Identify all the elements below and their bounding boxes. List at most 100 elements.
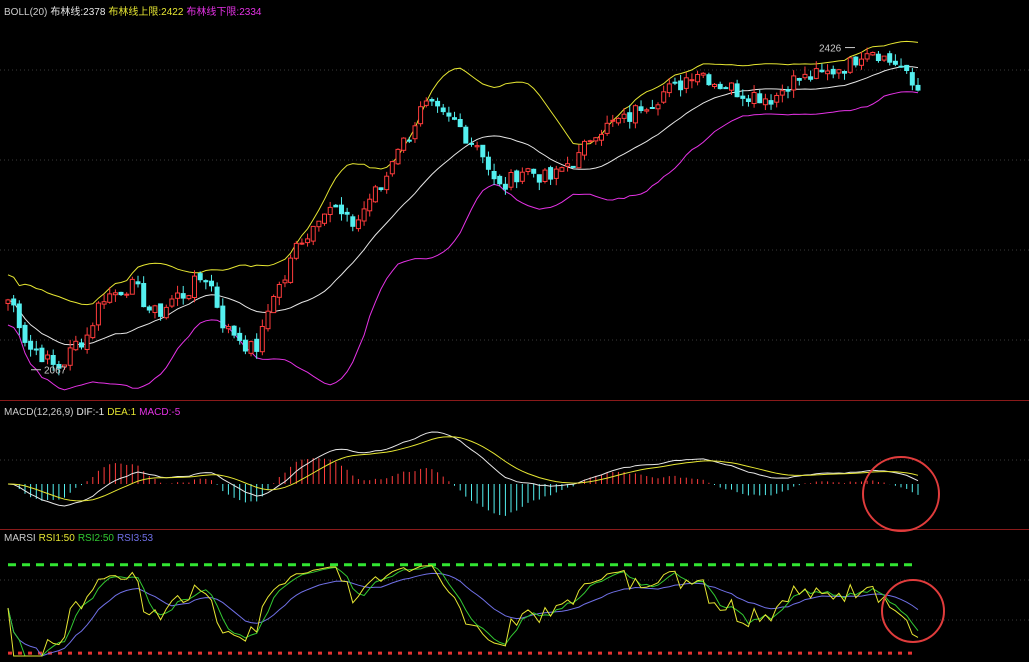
candle	[406, 136, 412, 143]
boll-upper-line	[7, 40, 919, 306]
candle	[485, 151, 491, 176]
candle	[237, 327, 243, 345]
candle	[881, 55, 887, 62]
candle	[186, 294, 192, 301]
candle	[813, 61, 819, 80]
candle	[95, 301, 101, 331]
candle	[825, 64, 831, 81]
candle	[565, 156, 571, 172]
candle	[632, 104, 638, 129]
candle	[599, 129, 604, 146]
candle	[570, 165, 576, 169]
boll-mid-label: 布林线:2378	[50, 5, 105, 18]
candle	[536, 174, 542, 191]
candle	[248, 340, 254, 357]
candle	[898, 58, 904, 68]
candle	[740, 89, 746, 107]
candle	[124, 292, 130, 298]
rsi-panel	[7, 563, 919, 657]
candle	[276, 281, 282, 306]
candle	[774, 92, 780, 108]
candle	[785, 86, 791, 99]
candle	[751, 85, 757, 108]
candle	[141, 276, 147, 308]
candle	[576, 144, 582, 169]
boll-lower-label: 布林线下限:2334	[186, 5, 261, 18]
candle	[412, 122, 418, 143]
candle	[802, 66, 808, 80]
candle	[830, 65, 836, 79]
candle	[231, 325, 237, 339]
candle	[180, 285, 186, 305]
candle	[62, 364, 67, 370]
candle	[242, 335, 248, 355]
candle	[796, 77, 802, 86]
grid	[0, 69, 1029, 621]
candle	[525, 167, 531, 176]
candle	[429, 97, 435, 106]
candle	[175, 285, 181, 306]
macd-value-label: MACD:-5	[139, 407, 181, 418]
candle	[875, 50, 881, 63]
candle	[847, 57, 853, 74]
candle	[395, 148, 401, 166]
candle	[859, 51, 864, 70]
candle	[762, 93, 768, 111]
rsi-label: MARSI	[4, 533, 36, 544]
candle	[559, 166, 565, 172]
candle	[350, 214, 356, 232]
candle	[842, 70, 847, 80]
candle	[683, 72, 689, 94]
candle	[615, 117, 621, 126]
macd-panel	[7, 431, 919, 516]
candle	[11, 294, 17, 313]
candle	[372, 184, 378, 203]
candle	[519, 167, 525, 185]
candle	[118, 291, 124, 296]
candle	[853, 56, 859, 68]
candle	[672, 77, 678, 86]
candle	[265, 304, 271, 332]
candle	[316, 220, 322, 232]
candle	[864, 47, 870, 62]
candle	[870, 51, 876, 56]
candle	[915, 77, 921, 92]
candle	[695, 70, 701, 86]
candle	[491, 163, 497, 186]
candle	[819, 63, 825, 73]
boll-lower-line	[7, 91, 919, 391]
candle	[745, 94, 751, 107]
candle	[502, 177, 508, 195]
candle	[723, 86, 729, 90]
candle	[254, 333, 260, 359]
candle	[310, 225, 316, 246]
high-annotation: 2426	[819, 44, 842, 55]
candle	[339, 197, 344, 221]
low-annotation: 2067	[44, 366, 67, 377]
boll-mid-line	[7, 66, 919, 346]
candle	[282, 275, 288, 288]
macd-label: MACD(12,26,9)	[4, 407, 73, 418]
candle	[469, 137, 474, 147]
candle	[209, 274, 214, 292]
candle	[497, 174, 503, 187]
boll-upper-label: 布林线上限:2422	[108, 5, 183, 18]
candle	[621, 108, 627, 124]
candle	[480, 144, 486, 164]
candle	[367, 193, 373, 217]
candle	[378, 187, 384, 192]
candle	[152, 304, 158, 319]
boll-label: BOLL(20)	[4, 7, 47, 18]
candle	[293, 240, 299, 261]
candle	[333, 203, 339, 208]
candle	[355, 214, 361, 232]
candle	[700, 72, 706, 79]
candle	[729, 82, 734, 95]
macd-header: MACD(12,26,9) DIF:-1 DEA:1 MACD:-5	[4, 407, 181, 418]
candle	[717, 81, 723, 90]
candle	[79, 338, 84, 350]
candle	[344, 207, 350, 222]
candle	[887, 50, 893, 66]
